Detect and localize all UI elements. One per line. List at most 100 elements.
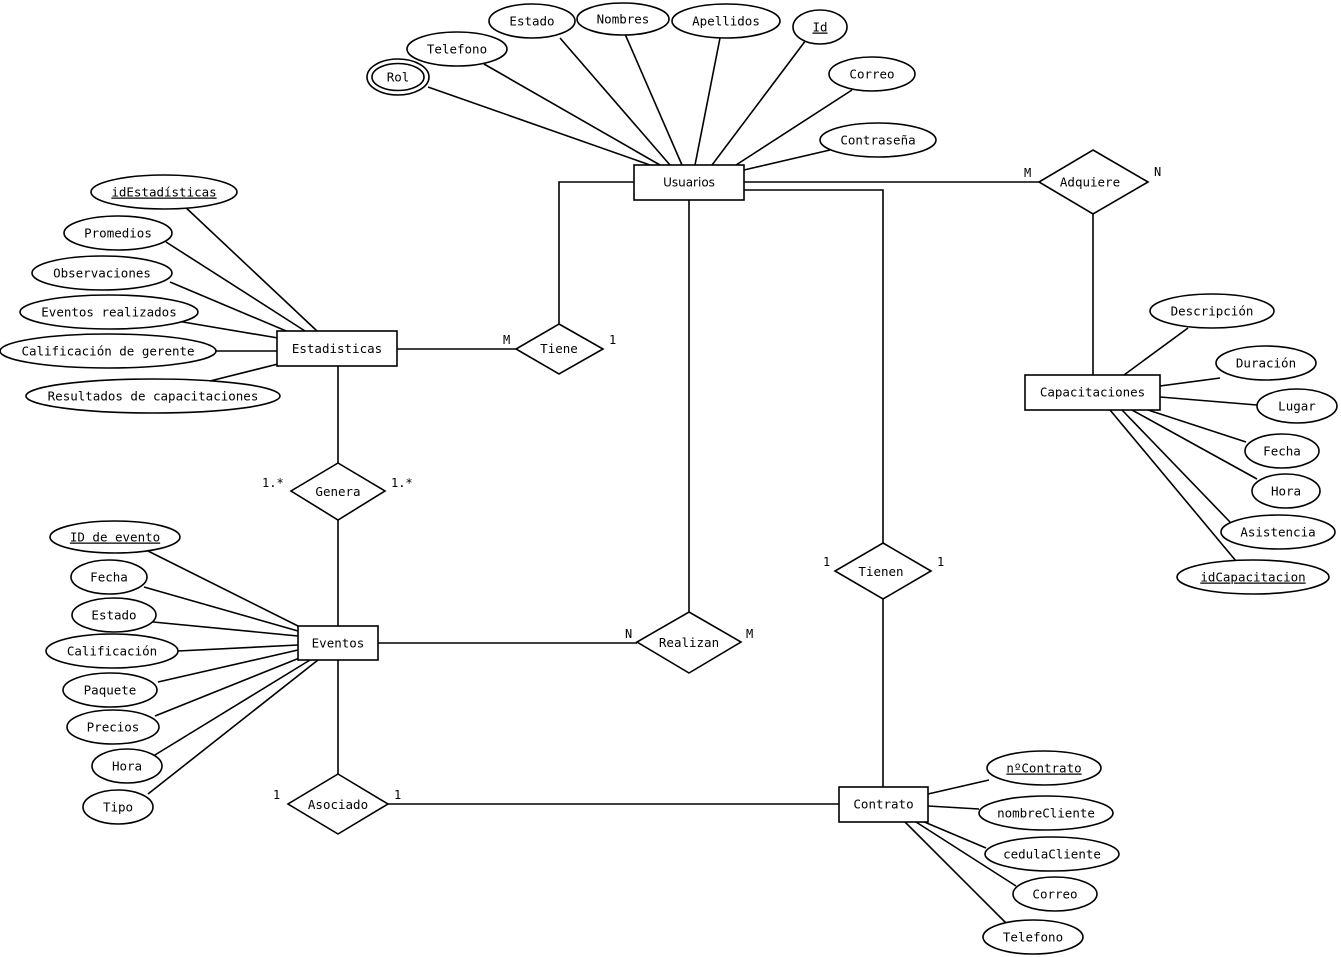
- attribute-ncontrato-key[interactable]: nºContrato: [986, 750, 1102, 786]
- attribute-estado[interactable]: Estado: [488, 3, 576, 39]
- cardinality-asociado-left: 1: [273, 788, 280, 802]
- attribute-nombres[interactable]: Nombres: [576, 2, 670, 36]
- attribute-label: cedulaCliente: [1003, 847, 1101, 862]
- attribute-label: Resultados de capacitaciones: [48, 389, 259, 404]
- attribute-rol[interactable]: Rol: [366, 58, 430, 96]
- attribute-label: Asistencia: [1240, 525, 1315, 540]
- entity-estadisticas[interactable]: Estadisticas: [276, 330, 398, 367]
- attribute-label: Promedios: [84, 226, 152, 241]
- attribute-duracion[interactable]: Duración: [1215, 345, 1317, 381]
- connector-lines: [143, 33, 1258, 926]
- attribute-label: Apellidos: [692, 14, 760, 29]
- attribute-idcapacitacion-key[interactable]: idCapacitacion: [1176, 559, 1330, 595]
- relationship-label: Asociado: [308, 797, 368, 812]
- attribute-estado[interactable]: Estado: [71, 597, 157, 633]
- cardinality-tienen-right: 1: [937, 555, 944, 569]
- entity-label: Estadisticas: [292, 341, 382, 356]
- attribute-label: nºContrato: [1006, 761, 1081, 776]
- relationship-adquiere[interactable]: Adquiere: [1037, 149, 1150, 215]
- cardinality-tienen-left: 1: [823, 555, 830, 569]
- entity-eventos[interactable]: Eventos: [297, 625, 379, 661]
- attribute-label: Estado: [91, 608, 136, 623]
- attribute-calificacion-gerente[interactable]: Calificación de gerente: [0, 333, 217, 369]
- attribute-lugar[interactable]: Lugar: [1256, 388, 1338, 424]
- relationship-label: Genera: [315, 484, 360, 499]
- attribute-calificacion[interactable]: Calificación: [45, 633, 179, 669]
- attribute-label: ID de evento: [70, 530, 160, 545]
- attribute-label: Hora: [1271, 484, 1301, 499]
- cardinality-adquiere-right: N: [1154, 165, 1161, 179]
- attribute-telefono[interactable]: Telefono: [982, 919, 1084, 955]
- attribute-label: Paquete: [84, 683, 137, 698]
- attribute-id-key[interactable]: Id: [792, 9, 848, 45]
- attribute-contrasena[interactable]: Contraseña: [819, 122, 937, 158]
- attribute-fecha[interactable]: Fecha: [1244, 433, 1320, 469]
- attribute-paquete[interactable]: Paquete: [62, 672, 158, 708]
- entity-label: Usuarios: [663, 176, 715, 190]
- attribute-label: Descripción: [1171, 304, 1254, 319]
- attribute-precios[interactable]: Precios: [66, 709, 160, 745]
- attribute-eventos-realizados[interactable]: Eventos realizados: [19, 294, 199, 330]
- cardinality-tiene-left: M: [503, 333, 510, 347]
- cardinality-genera-right: 1.*: [391, 476, 413, 490]
- attribute-label: Nombres: [597, 12, 650, 27]
- attribute-correo[interactable]: Correo: [828, 56, 916, 92]
- attribute-label: Precios: [87, 720, 140, 735]
- attribute-label: Rol: [387, 70, 410, 85]
- relationship-asociado[interactable]: Asociado: [286, 773, 390, 835]
- attribute-telefono[interactable]: Telefono: [406, 31, 508, 67]
- attribute-label: Calificación de gerente: [21, 344, 194, 359]
- attribute-label: Lugar: [1278, 399, 1316, 414]
- attribute-idestadisticas-key[interactable]: idEstadísticas: [90, 174, 238, 210]
- relationship-label: Realizan: [659, 635, 719, 650]
- attribute-tipo[interactable]: Tipo: [82, 789, 154, 825]
- attribute-cedulacliente[interactable]: cedulaCliente: [984, 836, 1120, 872]
- entity-label: Capacitaciones: [1040, 385, 1145, 400]
- attribute-hora[interactable]: Hora: [1251, 473, 1321, 509]
- attribute-label: Fecha: [1263, 444, 1301, 459]
- attribute-fecha[interactable]: Fecha: [70, 559, 148, 595]
- relationship-label: Tienen: [858, 564, 903, 579]
- attribute-asistencia[interactable]: Asistencia: [1220, 514, 1336, 550]
- attribute-label: Fecha: [90, 570, 128, 585]
- entity-label: Eventos: [312, 636, 365, 651]
- attribute-descripcion[interactable]: Descripción: [1149, 293, 1275, 329]
- cardinality-adquiere-left: M: [1024, 166, 1031, 180]
- attribute-label: Telefono: [1003, 930, 1063, 945]
- attribute-label: Correo: [849, 67, 894, 82]
- attribute-label: Estado: [509, 14, 554, 29]
- attribute-label: Tipo: [103, 800, 133, 815]
- attribute-correo[interactable]: Correo: [1012, 876, 1098, 912]
- attribute-label: Observaciones: [53, 266, 151, 281]
- cardinality-realizan-left: N: [625, 627, 632, 641]
- attribute-label: idEstadísticas: [111, 185, 216, 200]
- attribute-label: Correo: [1032, 887, 1077, 902]
- entity-capacitaciones[interactable]: Capacitaciones: [1024, 374, 1161, 411]
- attribute-apellidos[interactable]: Apellidos: [671, 3, 781, 39]
- relationship-realizan[interactable]: Realizan: [635, 611, 743, 674]
- attribute-label: Telefono: [427, 42, 487, 57]
- attribute-label: Duración: [1236, 356, 1296, 371]
- attribute-label: Eventos realizados: [41, 305, 176, 320]
- attribute-label: Contraseña: [840, 133, 915, 148]
- relationship-tienen[interactable]: Tienen: [833, 542, 933, 600]
- cardinality-tiene-right: 1: [609, 333, 616, 347]
- attribute-label: Id: [812, 20, 827, 35]
- attribute-label: Calificación: [67, 644, 157, 659]
- relationship-label: Adquiere: [1060, 175, 1120, 190]
- attribute-id-evento-key[interactable]: ID de evento: [49, 520, 181, 554]
- attribute-hora[interactable]: Hora: [91, 748, 163, 784]
- entity-usuarios[interactable]: Usuarios: [633, 164, 745, 201]
- cardinality-asociado-right: 1: [394, 788, 401, 802]
- attribute-nombrecliente[interactable]: nombreCliente: [978, 795, 1114, 831]
- relationship-genera[interactable]: Genera: [289, 462, 387, 521]
- entity-contrato[interactable]: Contrato: [838, 786, 929, 823]
- attribute-observaciones[interactable]: Observaciones: [31, 255, 173, 291]
- attribute-promedios[interactable]: Promedios: [63, 215, 173, 251]
- entity-label: Contrato: [853, 797, 913, 812]
- attribute-resultados-capacitaciones[interactable]: Resultados de capacitaciones: [25, 378, 281, 414]
- relationship-tiene[interactable]: Tiene: [514, 323, 605, 375]
- relationship-label: Tiene: [540, 341, 578, 356]
